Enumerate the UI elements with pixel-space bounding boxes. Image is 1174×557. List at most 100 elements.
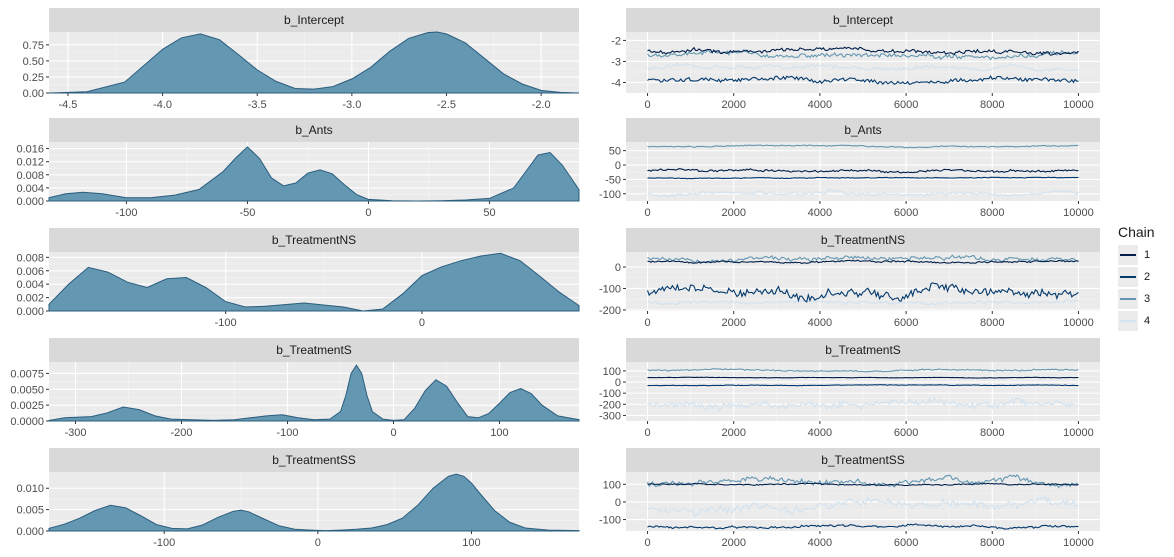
- density-area: [48, 31, 580, 94]
- x-tick-label: -2.0: [532, 99, 551, 111]
- x-tick-label: -100: [215, 317, 237, 329]
- x-tick-label: 8000: [980, 537, 1004, 549]
- y-tick-label: 0.010: [16, 483, 44, 495]
- trace-chain-4: [647, 298, 1079, 306]
- x-tick-label: -4.0: [153, 99, 172, 111]
- x-tick-label: -2.5: [437, 99, 456, 111]
- y-tick-label: 0.0075: [10, 368, 44, 380]
- x-tick-label: 4000: [808, 207, 832, 219]
- trace-chain-1: [647, 46, 1079, 56]
- x-tick-label: 6000: [894, 207, 918, 219]
- trace-chain-2: [647, 523, 1079, 530]
- trace-chain-1: [647, 482, 1079, 487]
- legend-key-1: [1118, 245, 1138, 265]
- y-tick-label: -300: [599, 410, 621, 422]
- x-tick-label: -100: [153, 537, 175, 549]
- y-tick-label: 0.016: [16, 144, 44, 156]
- panel-b_TreatmentSS-density: b_TreatmentSS -100 0 100 0.000 0.005 0.010: [16, 448, 580, 549]
- panel-b_Intercept-density: b_Intercept -4.5 -4.0 -3.5 -3.0 -2.5 -2.0 0.00 0…: [23, 8, 580, 111]
- trace-chain-4: [647, 189, 1079, 198]
- x-tick-label: 50: [483, 207, 495, 219]
- x-tick-label: 10000: [1063, 427, 1094, 439]
- y-tick-label: 100: [603, 366, 621, 378]
- x-tick-label: -50: [239, 207, 255, 219]
- strip-bg: [49, 338, 579, 362]
- x-tick-label: 10000: [1063, 537, 1094, 549]
- y-tick-label: 0.008: [16, 252, 44, 264]
- y-tick-label: 0.0000: [10, 416, 44, 428]
- x-tick-label: 0: [644, 99, 650, 111]
- trace-chain-1: [647, 376, 1079, 379]
- strip-bg: [626, 228, 1100, 252]
- x-tick-label: 0: [644, 537, 650, 549]
- x-tick-label: -300: [64, 427, 86, 439]
- x-tick-label: 10000: [1063, 99, 1094, 111]
- panel-b_TreatmentS-trace: b_TreatmentS 0 2000 4000 6000 8000 10000 -300-2…: [599, 338, 1100, 439]
- x-tick-label: 8000: [980, 317, 1004, 329]
- panel-b_Ants-density: b_Ants -100 -50 0 50 0.0000.0040.0080.0120.01…: [16, 118, 580, 219]
- x-tick-label: 0: [419, 317, 425, 329]
- y-tick-label: 0.0050: [10, 384, 44, 396]
- trace-chain-2: [647, 176, 1079, 180]
- legend-item-chain-1: 1: [1118, 244, 1170, 266]
- legend-key-3: [1118, 289, 1138, 309]
- y-tick-label: 0.002: [16, 293, 44, 305]
- y-tick-label: 0.004: [16, 279, 44, 291]
- chart-svg: b_Intercept-4.5 -4.0 -3.5 -3.0 -2.5 -2.00.000…: [10, 8, 1100, 549]
- legend-label-1: 1: [1144, 249, 1151, 261]
- trace-chain-1: [647, 259, 1079, 265]
- y-tick-label: 0: [615, 160, 621, 172]
- strip-title: b_TreatmentSS: [821, 453, 905, 467]
- x-tick-label: 2000: [721, 317, 745, 329]
- strip-bg: [49, 8, 579, 32]
- panel-b_TreatmentNS-trace: b_TreatmentNS 0 2000 4000 6000 8000 10000 -200 -…: [599, 228, 1100, 329]
- legend-title: Chain: [1118, 224, 1155, 240]
- x-tick-label: 2000: [721, 537, 745, 549]
- y-tick-label: -100: [599, 189, 621, 201]
- y-tick-label: -100: [599, 283, 621, 295]
- y-tick-label: 0: [615, 262, 621, 274]
- trace-chain-3: [647, 144, 1079, 149]
- x-tick-label: 0: [644, 427, 650, 439]
- trace-chain-4: [647, 495, 1079, 518]
- x-tick-label: 10000: [1063, 207, 1094, 219]
- strip-bg: [49, 118, 579, 142]
- trace-chain-3: [647, 368, 1079, 373]
- x-tick-label: 0: [644, 317, 650, 329]
- legend: Chain 1 2 3 4: [1118, 224, 1170, 332]
- x-tick-label: 4000: [808, 427, 832, 439]
- x-tick-label: 10000: [1063, 317, 1094, 329]
- strip-title: b_TreatmentNS: [821, 233, 905, 247]
- y-tick-label: -2: [611, 35, 621, 47]
- density-area: [48, 364, 580, 422]
- x-tick-label: 0: [365, 207, 371, 219]
- legend-key-4: [1118, 311, 1138, 331]
- legend-item-chain-2: 2: [1118, 266, 1170, 288]
- x-tick-label: 4000: [808, 537, 832, 549]
- y-tick-label: 0.004: [16, 183, 44, 195]
- x-tick-label: 8000: [980, 207, 1004, 219]
- x-tick-label: -200: [170, 427, 192, 439]
- panel-b_TreatmentSS-trace: b_TreatmentSS 0 2000 4000 6000 8000 10000 -100 0…: [599, 448, 1100, 549]
- strip-title: b_TreatmentSS: [272, 453, 356, 467]
- y-tick-label: 0: [615, 377, 621, 389]
- strip-bg: [49, 448, 579, 472]
- y-tick-label: 0.005: [16, 505, 44, 517]
- y-tick-label: -3: [611, 56, 621, 68]
- panel-b_Intercept-trace: b_Intercept 0 2000 4000 6000 8000 10000 -4 -3 -2: [611, 8, 1100, 111]
- x-tick-label: 0: [390, 427, 396, 439]
- legend-label-3: 3: [1144, 293, 1151, 305]
- y-tick-label: 0.000: [16, 196, 44, 208]
- x-tick-label: 2000: [721, 99, 745, 111]
- x-tick-label: 4000: [808, 317, 832, 329]
- y-tick-label: 0.50: [23, 56, 44, 68]
- strip-title: b_TreatmentS: [276, 343, 352, 357]
- x-tick-label: -100: [115, 207, 137, 219]
- strip-bg: [626, 8, 1100, 32]
- strip-bg: [626, 118, 1100, 142]
- trace-chain-3: [647, 49, 1079, 61]
- x-tick-label: 4000: [808, 99, 832, 111]
- y-tick-label: -200: [599, 399, 621, 411]
